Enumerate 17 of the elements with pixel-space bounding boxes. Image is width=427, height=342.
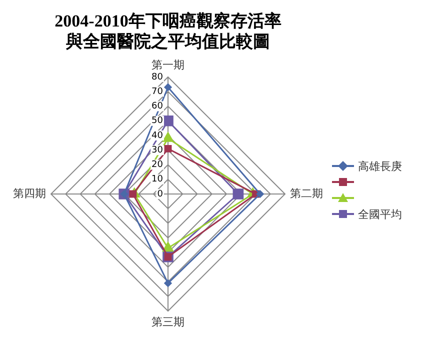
y-tick-label: 40 <box>152 130 164 141</box>
y-tick-label: 20 <box>152 160 164 170</box>
text: 與全國醫院之平均值比較圖 <box>66 32 270 51</box>
y-tick-label: 60 <box>152 102 164 112</box>
y-tick-label: 70 <box>152 86 164 97</box>
spoke-label: 第一期 <box>152 58 184 72</box>
spoke-label: 第四期 <box>13 186 46 200</box>
legend-label: 全國平均 <box>358 206 402 222</box>
y-tick-label: 0 <box>157 189 164 200</box>
legend-label: 高雄長庚 <box>358 158 402 174</box>
text: 2004-2010年下咽癌觀察存活率 <box>54 12 282 31</box>
y-tick-label: 10 <box>152 174 164 185</box>
spoke-label: 第三期 <box>152 315 184 328</box>
y-tick-label: 80 <box>152 72 164 82</box>
y-tick-label: 30 <box>152 145 164 156</box>
spoke-label: 第二期 <box>290 186 323 200</box>
y-tick-label: 50 <box>152 116 164 126</box>
